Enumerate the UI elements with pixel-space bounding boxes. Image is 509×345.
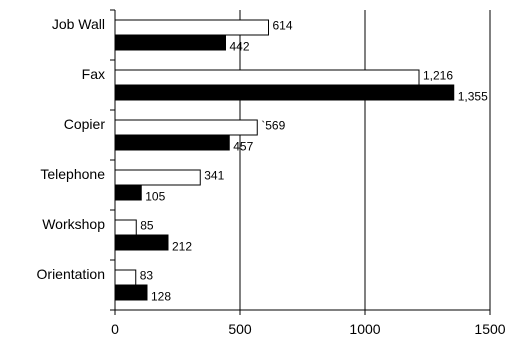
- bar: [114, 269, 137, 286]
- category-label: Orientation: [37, 266, 105, 282]
- data-label: 341: [204, 169, 224, 183]
- data-label: 1,355: [458, 90, 488, 104]
- data-label: 128: [151, 290, 171, 304]
- data-label: 212: [172, 240, 192, 254]
- category-label: Copier: [64, 116, 106, 132]
- bar: [114, 84, 455, 101]
- bars: [114, 19, 455, 301]
- category-label: Telephone: [40, 166, 105, 182]
- category-label: Job Wall: [52, 16, 105, 32]
- axes: [110, 9, 491, 315]
- category-labels: Job Wall Fax Copier Telephone Workshop Orient…: [37, 16, 106, 282]
- gridlines: [239, 10, 491, 310]
- data-label: 85: [140, 219, 154, 233]
- bar: [114, 119, 258, 136]
- data-label: `569: [261, 119, 285, 133]
- bar: [114, 69, 420, 86]
- category-label: Fax: [82, 66, 105, 82]
- x-tick-label: 500: [228, 321, 252, 337]
- data-label: 1,216: [423, 69, 453, 83]
- data-label: 105: [145, 190, 165, 204]
- x-tick-label: 0: [111, 321, 119, 337]
- bar: [114, 34, 226, 51]
- data-label: 442: [230, 40, 250, 54]
- bar: [114, 184, 142, 201]
- data-label: 614: [273, 19, 293, 33]
- bar: [114, 219, 137, 236]
- x-tick-label: 1000: [349, 321, 380, 337]
- category-label: Workshop: [42, 216, 105, 232]
- bar: [114, 134, 230, 151]
- bar: [114, 169, 201, 186]
- data-label: 83: [140, 269, 154, 283]
- tick-labels: 0 500 1000 1500: [111, 321, 506, 337]
- data-label: 457: [233, 140, 253, 154]
- bar: [114, 19, 269, 36]
- x-tick-label: 1500: [474, 321, 505, 337]
- bar: [114, 234, 169, 251]
- bar: [114, 284, 148, 301]
- data-labels: 614 442 1,216 1,355 `569 457 341 105 85 212 83 128: [140, 19, 488, 304]
